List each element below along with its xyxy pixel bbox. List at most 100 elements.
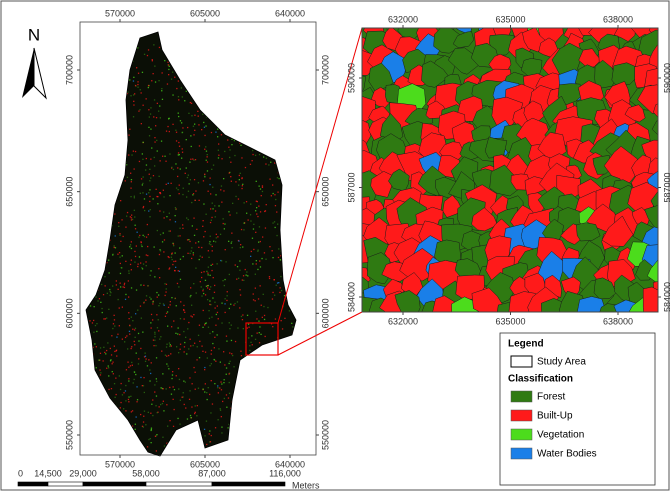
class-pixel — [228, 146, 230, 148]
class-pixel — [159, 105, 161, 107]
class-pixel — [206, 443, 208, 446]
class-pixel — [208, 243, 211, 245]
class-pixel — [190, 345, 192, 347]
class-pixel — [224, 150, 226, 153]
class-pixel — [127, 361, 129, 363]
class-pixel — [145, 265, 147, 267]
class-pixel — [129, 79, 131, 81]
class-pixel — [205, 125, 207, 127]
class-pixel — [219, 233, 222, 235]
class-pixel — [154, 65, 156, 67]
class-pixel — [155, 117, 158, 119]
class-pixel — [259, 260, 261, 262]
class-pixel — [172, 263, 174, 266]
class-pixel — [258, 185, 260, 187]
class-pixel — [120, 401, 122, 404]
class-pixel — [197, 241, 200, 243]
class-pixel — [156, 296, 158, 298]
class-pixel — [235, 195, 237, 198]
class-pixel — [234, 264, 236, 266]
class-pixel — [205, 322, 207, 324]
class-pixel — [168, 230, 170, 232]
class-pixel — [226, 295, 228, 297]
class-pixel — [175, 140, 178, 142]
class-pixel — [198, 145, 201, 147]
class-pixel — [218, 348, 220, 350]
class-pixel — [192, 158, 194, 160]
class-pixel — [175, 129, 177, 131]
class-pixel — [269, 178, 271, 180]
class-pixel — [209, 303, 211, 306]
class-pixel — [244, 166, 247, 169]
class-pixel — [131, 410, 134, 412]
class-pixel — [238, 240, 240, 242]
class-pixel — [131, 154, 133, 156]
class-pixel — [224, 311, 226, 314]
class-pixel — [232, 202, 234, 204]
class-pixel — [131, 218, 134, 221]
class-pixel — [231, 353, 233, 355]
class-pixel — [256, 213, 258, 215]
class-pixel — [132, 80, 135, 82]
class-pixel — [251, 335, 253, 337]
class-pixel — [95, 296, 97, 298]
class-pixel — [175, 305, 177, 307]
class-pixel — [278, 177, 280, 180]
class-pixel — [225, 394, 228, 396]
class-pixel — [193, 366, 195, 369]
class-pixel — [242, 246, 244, 248]
class-pixel — [171, 258, 173, 261]
class-pixel — [133, 94, 135, 96]
class-pixel — [248, 326, 250, 328]
class-pixel — [225, 367, 228, 369]
scale-segment — [211, 481, 286, 487]
class-pixel — [224, 249, 226, 251]
class-pixel — [113, 383, 116, 385]
class-pixel — [259, 240, 261, 243]
class-pixel — [261, 257, 263, 260]
class-pixel — [138, 236, 140, 238]
class-pixel — [134, 336, 136, 338]
class-pixel — [133, 197, 135, 199]
x-tick-label: 632000 — [388, 316, 418, 326]
class-pixel — [228, 372, 231, 374]
class-pixel — [182, 127, 184, 129]
class-pixel — [177, 112, 179, 114]
class-pixel — [189, 101, 191, 104]
class-pixel — [150, 158, 152, 160]
class-pixel — [155, 405, 157, 407]
class-pixel — [130, 172, 132, 174]
class-pixel — [270, 323, 273, 325]
class-pixel — [273, 279, 275, 281]
class-pixel — [164, 283, 166, 285]
class-pixel — [154, 276, 156, 278]
class-pixel — [151, 459, 152, 460]
class-pixel — [206, 161, 209, 163]
class-pixel — [218, 205, 220, 207]
class-pixel — [154, 384, 156, 386]
class-pixel — [141, 267, 143, 269]
class-pixel — [257, 250, 259, 252]
class-pixel — [134, 428, 136, 430]
class-pixel — [154, 391, 156, 393]
class-pixel — [106, 262, 108, 264]
class-pixel — [150, 427, 153, 429]
class-pixel — [202, 388, 204, 390]
class-pixel — [137, 81, 139, 83]
class-pixel — [269, 246, 271, 248]
class-pixel — [176, 282, 179, 285]
class-pixel — [141, 71, 144, 73]
class-pixel — [129, 216, 131, 218]
class-pixel — [181, 122, 183, 124]
class-pixel — [163, 196, 165, 198]
class-pixel — [198, 124, 200, 126]
class-pixel — [229, 328, 231, 330]
class-pixel — [179, 399, 181, 401]
class-pixel — [265, 258, 267, 260]
class-pixel — [255, 260, 257, 262]
class-pixel — [243, 222, 245, 224]
class-pixel — [145, 98, 147, 100]
class-pixel — [225, 373, 227, 375]
class-pixel — [117, 253, 119, 255]
class-pixel — [202, 288, 204, 290]
